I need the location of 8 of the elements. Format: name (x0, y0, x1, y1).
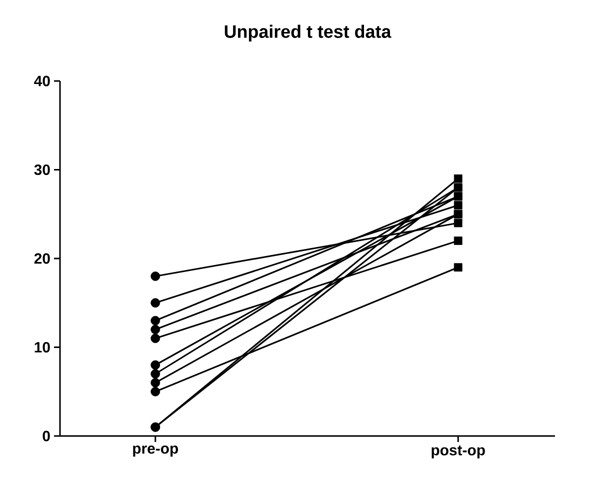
x-tick-label: post-op (432, 446, 485, 458)
x-tick-label: pre-op (133, 446, 178, 457)
y-tick-label: 40 (34, 76, 50, 86)
y-tick-label: 20 (34, 253, 50, 264)
y-tick-label: 30 (34, 164, 50, 176)
y-tick-label: 10 (34, 342, 50, 353)
y-tick-label: 0 (42, 430, 50, 442)
chart-title: Unpaired t test data (224, 24, 392, 42)
